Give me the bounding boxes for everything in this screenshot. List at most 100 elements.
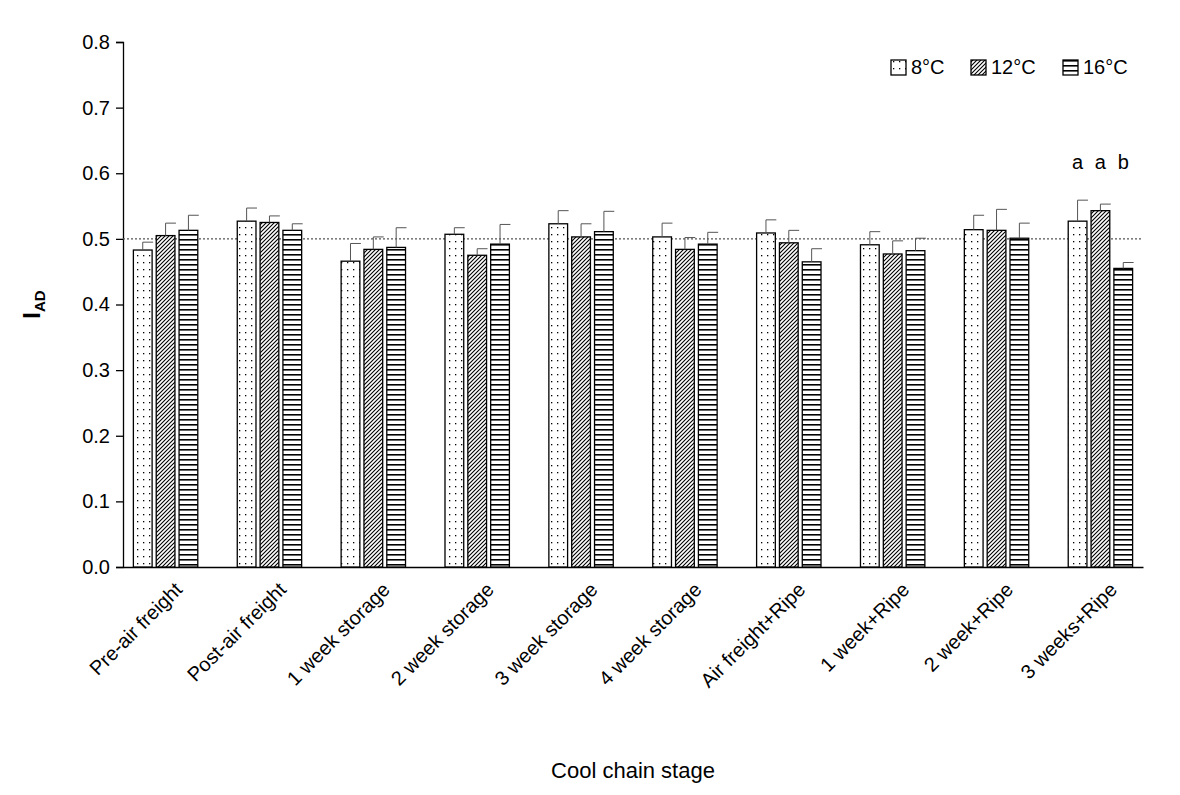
bar xyxy=(468,255,487,567)
error-bar xyxy=(997,209,1007,230)
series-bars xyxy=(133,200,1088,567)
legend-swatch xyxy=(891,60,906,75)
error-bar-stem xyxy=(603,211,604,231)
legend: 8°C12°C16°C xyxy=(891,56,1128,78)
error-bar-cap xyxy=(604,211,614,212)
y-tick-label: 0.2 xyxy=(82,425,110,447)
error-bar-stem xyxy=(142,242,143,250)
y-tick: 0.4 xyxy=(82,293,123,315)
error-bar-stem xyxy=(811,249,812,262)
y-tick-mark xyxy=(116,173,123,174)
error-bar-cap xyxy=(1078,200,1088,201)
x-tick-label: 2 week+Ripe xyxy=(920,578,1018,676)
error-bar-stem xyxy=(1019,223,1020,238)
y-tick-mark xyxy=(116,107,123,108)
bar xyxy=(964,230,983,567)
error-bar-cap xyxy=(685,237,695,238)
y-axis-line xyxy=(116,43,124,568)
bar xyxy=(987,230,1006,567)
y-tick-mark xyxy=(116,436,123,437)
legend-item: 12°C xyxy=(971,56,1036,78)
error-bar-stem xyxy=(662,223,663,237)
error-bar-stem xyxy=(292,224,293,231)
error-bar-stem xyxy=(996,209,997,230)
legend-swatch xyxy=(1063,60,1078,75)
error-bar-stem xyxy=(915,238,916,250)
error-bar-stem xyxy=(1100,204,1101,211)
error-bar xyxy=(766,220,776,233)
x-axis-line xyxy=(124,567,1144,568)
error-bar xyxy=(870,232,880,245)
y-tick-label: 0.1 xyxy=(82,490,110,512)
error-bar xyxy=(247,208,257,221)
error-bar xyxy=(188,215,198,230)
y-tick: 0.1 xyxy=(82,490,123,512)
y-tick-label: 0.5 xyxy=(82,228,110,250)
error-bar-cap xyxy=(1123,262,1133,263)
error-bar-cap xyxy=(166,223,176,224)
error-bar xyxy=(916,238,926,250)
bar xyxy=(1091,211,1110,567)
x-tick-label: 1 week storage xyxy=(283,578,394,689)
error-bar-stem xyxy=(558,211,559,224)
x-axis-title: Cool chain stage xyxy=(551,758,715,783)
bar xyxy=(364,249,383,567)
x-tick-label: 3 week storage xyxy=(490,578,601,689)
x-tick: 4 week storage xyxy=(594,567,705,690)
error-bar xyxy=(396,228,406,248)
bar xyxy=(133,250,152,567)
error-bar xyxy=(454,228,464,235)
y-tick: 0.3 xyxy=(82,359,123,381)
marks xyxy=(123,200,1143,567)
x-tick: Post-air freight xyxy=(183,567,291,686)
bar xyxy=(860,245,879,567)
bar xyxy=(156,236,175,567)
error-bar xyxy=(477,249,487,256)
series-bars xyxy=(179,211,1134,567)
bar xyxy=(549,224,568,567)
series-bars xyxy=(156,204,1111,567)
y-tick-mark xyxy=(116,42,123,43)
bar xyxy=(1068,221,1087,567)
bar xyxy=(698,244,717,567)
error-bar xyxy=(581,224,591,237)
bar xyxy=(757,233,776,567)
error-bar xyxy=(373,237,383,249)
y-tick-mark xyxy=(116,370,123,371)
x-tick-label: Air freight+Ripe xyxy=(696,578,809,691)
error-bar-cap xyxy=(396,227,406,228)
legend-label: 8°C xyxy=(911,56,945,78)
error-bar-stem xyxy=(1077,200,1078,221)
x-tick-label: Pre-air freight xyxy=(85,578,187,680)
error-bar-stem xyxy=(477,249,478,256)
bar xyxy=(1010,238,1029,567)
legend-label: 12°C xyxy=(991,56,1036,78)
x-tick: Air freight+Ripe xyxy=(696,567,809,692)
y-tick: 0.8 xyxy=(82,31,123,53)
y-tick-mark xyxy=(116,239,123,240)
y-tick: 0.5 xyxy=(82,228,123,250)
y-tick-label: 0.7 xyxy=(82,97,110,119)
y-tick: 0.7 xyxy=(82,97,123,119)
error-bar-cap xyxy=(916,238,926,239)
error-bar-cap xyxy=(350,243,360,244)
error-bar xyxy=(558,211,568,224)
bar xyxy=(802,262,821,567)
error-bar-cap xyxy=(581,223,591,224)
error-bar xyxy=(269,216,279,223)
y-tick-mark xyxy=(116,304,123,305)
error-bar-cap xyxy=(893,240,903,241)
x-axis: Pre-air freightPost-air freight1 week st… xyxy=(85,567,1143,692)
bar xyxy=(595,232,614,567)
error-bar-stem xyxy=(396,228,397,248)
y-tick-label: 0.4 xyxy=(82,293,110,315)
error-bar-stem xyxy=(269,216,270,223)
x-tick-label: Post-air freight xyxy=(183,578,291,686)
annotation: a xyxy=(1095,151,1107,173)
error-bar-stem xyxy=(454,228,455,235)
y-tick: 0.6 xyxy=(82,162,123,184)
error-bar xyxy=(662,223,672,237)
error-bar xyxy=(292,224,302,231)
x-tick-label: 3 weeks+Ripe xyxy=(1016,578,1121,683)
error-bar xyxy=(1123,263,1133,269)
